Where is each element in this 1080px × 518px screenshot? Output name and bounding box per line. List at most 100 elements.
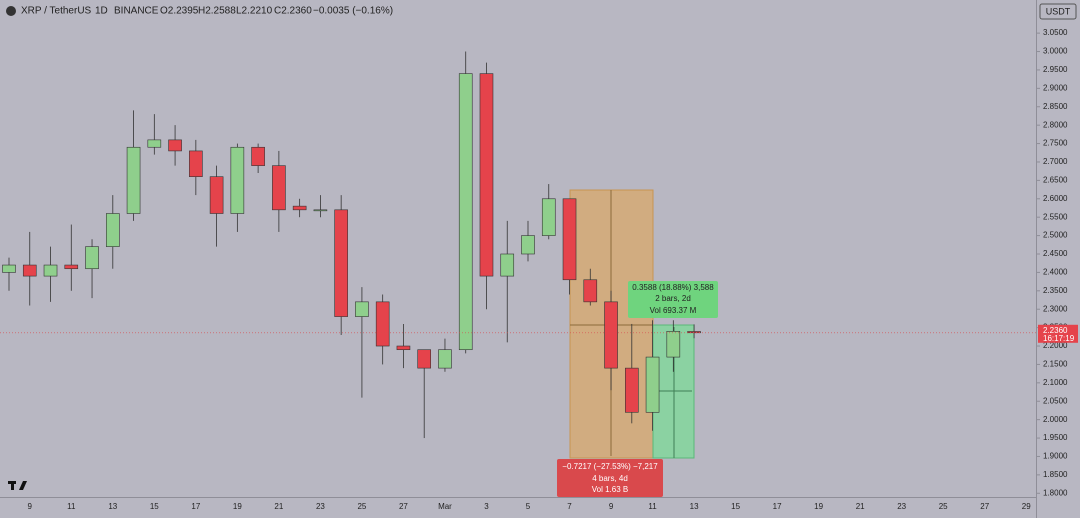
measure-down-label xyxy=(557,459,663,497)
x-tick-label: 11 xyxy=(67,502,76,511)
y-tick-label: 2.7500 xyxy=(1043,139,1068,148)
y-tick-label: 2.3000 xyxy=(1043,304,1068,313)
candle-body xyxy=(624,367,639,413)
x-tick-label: 19 xyxy=(233,502,242,511)
x-tick-label: 27 xyxy=(399,502,408,511)
measure-up-text: 2 bars, 2d xyxy=(655,294,691,303)
candle-body xyxy=(22,264,37,277)
x-tick-label: 29 xyxy=(1022,502,1031,511)
candle-body xyxy=(2,264,16,273)
x-tick-label: 23 xyxy=(316,502,325,511)
candle-body xyxy=(106,213,120,247)
x-tick-label: 17 xyxy=(773,502,782,511)
candle-body xyxy=(168,139,182,152)
candle-body xyxy=(479,73,494,277)
candle-body xyxy=(583,279,598,303)
y-tick-label: 2.9000 xyxy=(1043,83,1068,92)
measure-up-text: 0.3588 (18.88%) 3,588 xyxy=(632,283,714,292)
candle-body xyxy=(500,253,515,277)
y-tick-label: 2.7000 xyxy=(1043,157,1068,166)
y-tick-label: 3.0500 xyxy=(1043,28,1068,37)
candle-body xyxy=(292,205,307,211)
candle-body xyxy=(189,150,203,177)
x-tick-label: 9 xyxy=(609,502,614,511)
countdown: 16:17:19 xyxy=(1043,334,1075,343)
candle-body xyxy=(272,165,286,211)
x-tick-label: 23 xyxy=(897,502,906,511)
y-tick-label: 1.8000 xyxy=(1043,488,1068,497)
last-price-box xyxy=(1038,324,1078,343)
x-tick-label: 25 xyxy=(357,502,366,511)
candle-body xyxy=(417,349,432,369)
x-tick-label: 13 xyxy=(690,502,699,511)
candle-body xyxy=(438,349,452,369)
candle-body xyxy=(230,146,245,214)
candle-body xyxy=(396,345,411,351)
candle-body xyxy=(687,331,701,334)
candle-body xyxy=(521,235,535,255)
ohlc-open: O2.2395 xyxy=(160,6,199,17)
measure-down-text: Vol 1.63 B xyxy=(592,485,628,494)
ohlc-low: L2.2210 xyxy=(236,6,273,17)
candle-body xyxy=(209,176,224,214)
y-tick-label: 2.2000 xyxy=(1043,341,1068,350)
candle-body xyxy=(147,139,162,148)
y-tick-label: 2.8500 xyxy=(1043,102,1068,111)
y-tick-label: 2.8000 xyxy=(1043,120,1068,129)
y-tick-label: 2.6500 xyxy=(1043,175,1068,184)
x-tick-label: 15 xyxy=(731,502,740,511)
x-tick-label: 11 xyxy=(648,502,657,511)
x-tick-label: 27 xyxy=(980,502,989,511)
y-tick-label: 2.5500 xyxy=(1043,212,1068,221)
measure-down-text: 4 bars, 4d xyxy=(592,474,628,483)
logo xyxy=(8,481,27,490)
y-tick-label: 2.6000 xyxy=(1043,194,1068,203)
y-tick-label: 2.3500 xyxy=(1043,286,1068,295)
y-tick-label: 2.4500 xyxy=(1043,249,1068,258)
y-tick-label: 1.8500 xyxy=(1043,470,1068,479)
y-tick-label: 2.1000 xyxy=(1043,378,1068,387)
candle-body xyxy=(645,356,660,413)
candle-body xyxy=(313,209,328,212)
interval: 1D xyxy=(95,6,108,17)
ohlc-close: C2.2360 xyxy=(274,6,312,17)
currency-button[interactable] xyxy=(1039,3,1077,20)
currency[interactable]: USDT xyxy=(1046,6,1071,16)
y-tick-label: 2.9500 xyxy=(1043,65,1068,74)
symbol-icon xyxy=(6,6,16,16)
ohlc-high: H2.2588 xyxy=(198,6,236,17)
candle-body xyxy=(126,146,141,214)
candle-body xyxy=(251,146,265,166)
candle-body xyxy=(666,331,681,358)
x-tick-label: 3 xyxy=(484,502,489,511)
candle-body xyxy=(334,209,348,317)
y-tick-label: 2.0500 xyxy=(1043,396,1068,405)
y-tick-label: 3.0000 xyxy=(1043,47,1068,56)
x-tick-label: 17 xyxy=(191,502,200,511)
candle-body xyxy=(458,73,473,351)
x-tick-label: 7 xyxy=(567,502,572,511)
candle-body xyxy=(64,264,79,270)
y-tick-label: 2.5000 xyxy=(1043,231,1068,240)
y-tick-label: 2.4000 xyxy=(1043,268,1068,277)
exchange: BINANCE xyxy=(114,6,159,17)
measure-up-label xyxy=(628,281,718,318)
measure-up-text: Vol 693.37 M xyxy=(650,306,697,315)
x-tick-label: 15 xyxy=(150,502,159,511)
y-tick-label: 1.9000 xyxy=(1043,452,1068,461)
y-tick-label: 2.1500 xyxy=(1043,360,1068,369)
last-price-label: 2.2360 xyxy=(1043,326,1068,335)
candle-body xyxy=(604,301,618,369)
x-tick-label: Mar xyxy=(438,502,452,511)
x-tick-label: 19 xyxy=(814,502,823,511)
x-tick-label: 21 xyxy=(274,502,283,511)
y-tick-label: 1.9500 xyxy=(1043,433,1068,442)
x-tick-label: 21 xyxy=(856,502,865,511)
candle-body xyxy=(541,198,556,236)
x-tick-label: 25 xyxy=(939,502,948,511)
candles xyxy=(2,51,701,439)
candle-body xyxy=(43,264,58,277)
change: −0.0035 (−0.16%) xyxy=(313,6,393,17)
